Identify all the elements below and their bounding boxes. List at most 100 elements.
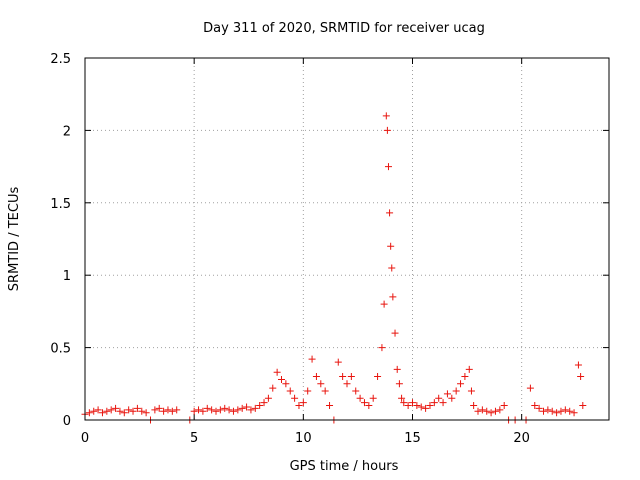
data-point (238, 404, 246, 412)
data-point (229, 407, 237, 415)
data-point (142, 409, 150, 417)
data-point (487, 409, 495, 417)
data-point (269, 384, 277, 392)
data-point (112, 404, 120, 412)
data-point (383, 126, 391, 134)
y-tick-label: 0 (63, 414, 71, 429)
data-point (483, 407, 491, 415)
data-point (160, 407, 168, 415)
data-point (98, 409, 106, 417)
data-point (203, 404, 211, 412)
data-point (85, 409, 93, 417)
data-point (439, 399, 447, 407)
data-point (382, 112, 390, 120)
data-point (393, 365, 401, 373)
data-points (81, 112, 587, 424)
data-point (304, 387, 312, 395)
data-point (286, 387, 294, 395)
data-point (352, 387, 360, 395)
data-point (448, 394, 456, 402)
data-point (190, 407, 198, 415)
data-point (168, 407, 176, 415)
data-point (208, 406, 216, 414)
data-point (531, 402, 539, 410)
data-point (129, 407, 137, 415)
data-point (443, 390, 451, 398)
data-point (398, 394, 406, 402)
data-point (216, 406, 224, 414)
data-point (133, 404, 141, 412)
y-tick-label: 1 (63, 269, 71, 284)
data-point (273, 368, 281, 376)
data-point (384, 163, 392, 171)
tick-labels: 0 5 10 15 20 0 0.5 1 1.5 2 2.5 (50, 52, 530, 446)
data-point (195, 406, 203, 414)
data-point (491, 407, 499, 415)
data-point (570, 409, 578, 417)
data-point (347, 373, 355, 381)
data-point (391, 329, 399, 337)
data-point (579, 402, 587, 410)
data-point (278, 375, 285, 383)
data-point (577, 373, 585, 381)
data-point (360, 399, 368, 407)
data-point (125, 406, 133, 414)
data-point (282, 380, 290, 388)
y-tick-label: 0.5 (50, 342, 71, 357)
data-point (465, 365, 473, 373)
x-tick-label: 20 (513, 431, 530, 446)
data-point (470, 402, 478, 410)
data-point (251, 404, 259, 412)
data-point (173, 406, 181, 414)
plot-frame (84, 57, 610, 421)
data-point (260, 399, 268, 407)
data-point (540, 407, 547, 415)
data-point (409, 399, 416, 407)
data-point (574, 361, 582, 369)
data-point (90, 407, 98, 415)
data-point (321, 387, 329, 395)
data-point (256, 402, 264, 410)
data-point (312, 373, 320, 381)
data-point (544, 406, 552, 414)
data-point (389, 293, 397, 301)
data-point (478, 406, 486, 414)
data-point (225, 406, 233, 414)
data-point (199, 407, 207, 415)
data-point (326, 402, 334, 410)
data-point (457, 380, 465, 388)
data-point (247, 406, 255, 414)
data-point (467, 387, 475, 395)
data-point (94, 406, 102, 414)
data-point (164, 406, 172, 414)
data-point (291, 394, 299, 402)
data-point (317, 380, 325, 388)
data-point (553, 409, 561, 417)
data-point (461, 373, 469, 381)
data-point (496, 406, 504, 414)
data-point (417, 403, 425, 411)
data-point (535, 404, 543, 412)
data-point (234, 406, 242, 414)
x-axis-label: GPS time / hours (290, 459, 399, 474)
data-point (413, 402, 421, 410)
data-point (561, 406, 569, 414)
data-point (212, 407, 220, 415)
data-point (378, 344, 386, 352)
data-point (380, 300, 388, 308)
data-point (422, 404, 430, 412)
data-point (295, 402, 303, 410)
data-point (387, 242, 395, 250)
data-point (400, 399, 408, 407)
data-point (548, 407, 556, 415)
data-point (500, 402, 508, 410)
data-point (343, 380, 351, 388)
y-tick-label: 1.5 (50, 197, 71, 212)
x-tick-label: 5 (190, 431, 198, 446)
chart-title: Day 311 of 2020, SRMTID for receiver uca… (203, 21, 485, 36)
y-axis-label: SRMTID / TECUs (7, 187, 22, 292)
data-point (426, 402, 434, 410)
data-point (264, 394, 272, 402)
data-point (308, 355, 316, 363)
